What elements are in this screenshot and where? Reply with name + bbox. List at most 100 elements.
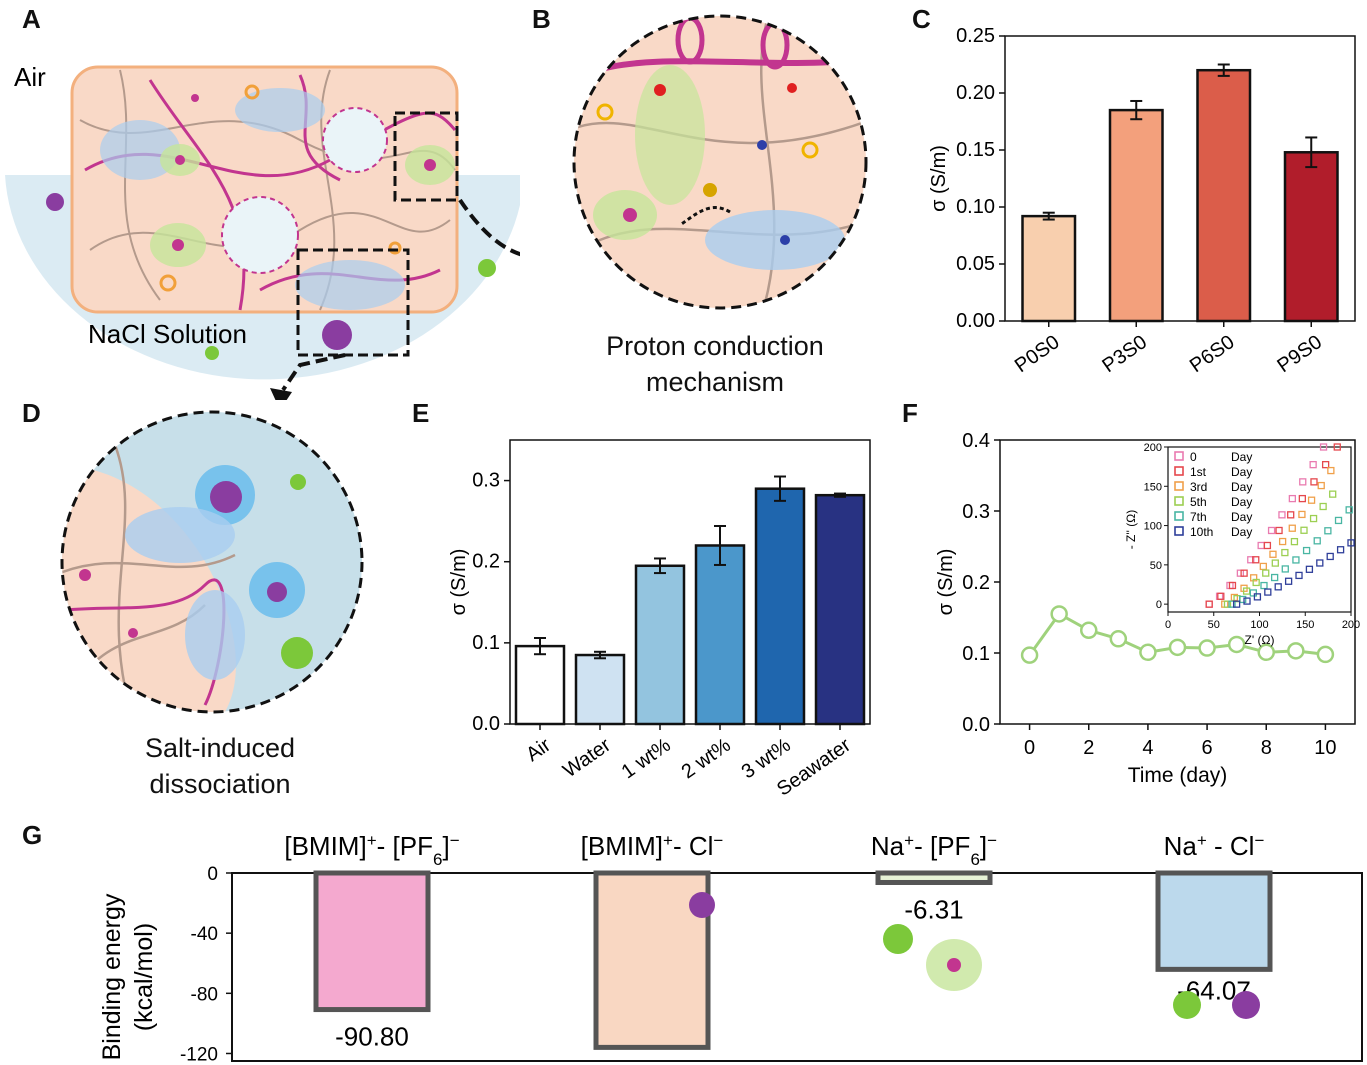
inset-legend-marker: [1174, 466, 1184, 476]
inset-data-point: [1299, 478, 1307, 486]
inset-data-point: [1300, 526, 1308, 534]
orange-ring: [244, 84, 260, 100]
sulfonate-chain-glow: [635, 65, 705, 205]
data-point: [1050, 605, 1068, 623]
y-tick-label: 0: [207, 864, 218, 885]
bar-value-label: -90.80: [335, 1022, 409, 1052]
inset-data-point: [1316, 559, 1324, 567]
inset-data-point: [1336, 546, 1345, 554]
x-tick-label: 2: [1083, 737, 1094, 759]
green-ion: [883, 924, 913, 954]
inset-data-point: [1305, 565, 1314, 573]
schematic-panel-a: Air NaCl Solution: [5, 62, 520, 400]
x-tick-label: 6: [1202, 737, 1213, 759]
schematic-panel-b: [572, 14, 868, 310]
inset-x-tick-label: 100: [1250, 619, 1268, 631]
inset-data-point: [1243, 597, 1251, 605]
inset-data-point: [1260, 581, 1268, 590]
category-title-part: - Cl: [673, 831, 713, 861]
y-tick-label: 0.3: [472, 470, 500, 492]
x-tick-label: Air: [522, 734, 555, 766]
panel-label-f: F: [902, 398, 918, 428]
category-title-part: 6: [970, 850, 979, 869]
inset-y-tick-label: 150: [1144, 481, 1162, 493]
inset-data-point: [1284, 577, 1293, 585]
bmim-glow: [185, 590, 245, 680]
y-tick-label: 0.1: [962, 643, 990, 665]
inset-data-point: [1333, 443, 1341, 451]
pf6-anion-center: [947, 958, 961, 972]
inset-data-point: [1205, 600, 1213, 608]
inset-legend-name: 5th: [1190, 495, 1207, 509]
bar: [754, 487, 806, 726]
caption-d: Salt-induced dissociation: [70, 730, 370, 802]
magenta-helix: [589, 57, 861, 75]
inset-legend-marker: [1174, 481, 1184, 491]
bar: [1021, 214, 1077, 323]
inset-data-point: [1264, 588, 1272, 596]
bar: [574, 653, 626, 726]
inset-data-point: [1269, 550, 1277, 558]
purple-ion: [267, 582, 287, 602]
bar: [1108, 108, 1164, 323]
inset-x-tick-label: 0: [1165, 619, 1171, 631]
data-point: [1316, 645, 1335, 664]
inset-y-axis-label: - Z'' (Ω): [1124, 510, 1138, 550]
inset-data-point: [1295, 571, 1303, 580]
data-point: [1139, 643, 1157, 662]
category-title-part: Na: [1164, 831, 1198, 861]
green-ion: [478, 259, 496, 277]
inset-data-point: [1236, 569, 1245, 577]
proton-hop-arrow: [679, 206, 731, 227]
plot-frame: [1004, 35, 1356, 322]
y-tick-label: 0.2: [962, 572, 990, 594]
x-tick-label: 4: [1142, 737, 1153, 759]
category-title-part: −: [1254, 831, 1264, 850]
inset-data-point: [1326, 552, 1334, 561]
inset-legend-marker: [1174, 496, 1184, 506]
pore-circle: [322, 107, 388, 173]
bar: [1283, 151, 1339, 323]
y-tick-label: -120: [180, 1044, 218, 1065]
inset-data-point: [1278, 537, 1287, 546]
y-axis-label-line1: Binding energy: [98, 893, 126, 1060]
inset-data-point: [1309, 460, 1317, 469]
data-point: [1198, 639, 1216, 657]
x-tick-label: P6S0: [1186, 331, 1239, 377]
category-title: Na+- [PF6]−: [871, 831, 997, 869]
y-axis-label: σ (S/m): [935, 549, 957, 616]
inset-data-point: [1262, 569, 1270, 577]
arrow-to-d: [281, 353, 346, 392]
caption-b-line2: mechanism: [645, 367, 785, 397]
inset-data-point: [1321, 460, 1330, 469]
y-tick-label: 0.10: [956, 196, 995, 218]
category-title-part: +: [904, 831, 914, 850]
inset-data-point: [1253, 593, 1262, 601]
inset-data-point: [1249, 589, 1257, 597]
y-tick-label: 0.00: [956, 310, 995, 332]
category-title-part: - [PF: [377, 831, 433, 861]
inset-legend-unit: Day: [1231, 450, 1252, 464]
category-title-part: +: [367, 831, 377, 850]
y-tick-label: 0.4: [962, 430, 990, 452]
nacl-solution-label: NaCl Solution: [88, 319, 247, 349]
green-ion: [290, 474, 306, 490]
category-title-part: +: [1197, 831, 1207, 850]
category-title: [BMIM]+- Cl−: [581, 831, 724, 862]
inset-data-point: [1307, 496, 1316, 504]
inset-data-point: [1345, 506, 1353, 514]
bar: [1196, 68, 1252, 323]
purple-ion: [46, 193, 64, 211]
inset-legend-unit: Day: [1231, 480, 1252, 494]
y-tick-label: 0.20: [956, 82, 995, 104]
inset-data-point: [1239, 595, 1247, 604]
bar: [694, 544, 746, 726]
x-tick-label: P3S0: [1098, 331, 1151, 377]
bmim-glow: [705, 210, 845, 270]
inset-legend-unit: Day: [1231, 525, 1252, 539]
plot-frame: [509, 439, 871, 725]
inset-data-point: [1281, 565, 1289, 573]
zoom-circle-border: [60, 410, 364, 714]
green-ion: [281, 637, 313, 669]
inset-data-point: [1270, 573, 1279, 582]
